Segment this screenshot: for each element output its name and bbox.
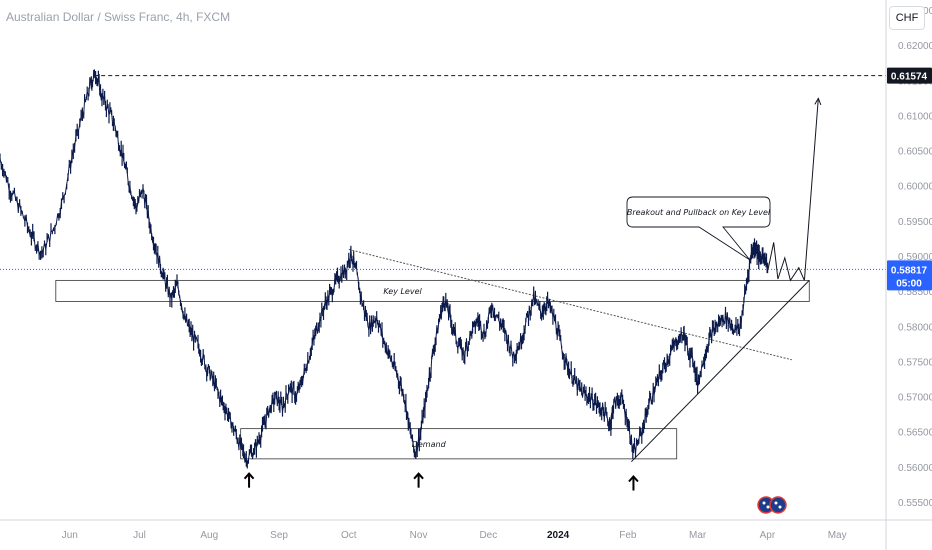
price-series xyxy=(0,69,769,469)
time-tick-label: Jun xyxy=(62,530,78,541)
price-tick-label: 0.59500 xyxy=(898,217,932,228)
callout-bubble xyxy=(626,196,771,261)
demand-zone-box xyxy=(240,428,678,460)
current-price-badge xyxy=(887,260,932,291)
time-tick-label: Mar xyxy=(689,530,707,541)
flag-star-icon xyxy=(778,505,782,509)
flag-icon xyxy=(769,496,787,514)
resistance-badge-label: 0.61574 xyxy=(891,72,928,83)
price-line xyxy=(0,70,769,465)
ascending-trendline xyxy=(631,280,810,463)
price-tick-label: 0.55500 xyxy=(898,498,932,509)
currency-button[interactable]: CHF xyxy=(889,6,925,30)
descending-trendline xyxy=(348,248,792,361)
flag-star-icon xyxy=(766,505,770,509)
time-tick-label: Nov xyxy=(410,530,428,541)
time-tick-label: Apr xyxy=(760,530,776,541)
zones-layer xyxy=(55,279,810,460)
price-badges: 0.61574 0.58817 05:00 xyxy=(887,67,932,291)
flag-star-icon xyxy=(762,501,766,505)
key-level-zone-box xyxy=(55,279,810,302)
flag-star-icon xyxy=(774,501,778,505)
up-arrow-head xyxy=(628,474,639,483)
price-tick-label: 0.56500 xyxy=(898,428,932,439)
drawings-layer xyxy=(94,75,886,463)
time-tick-label: Aug xyxy=(200,530,218,541)
key-level-zone-label: Key Level xyxy=(383,287,422,296)
symbol-title: Australian Dollar / Swiss Franc, 4h, FXC… xyxy=(6,10,231,24)
price-tick-label: 0.61000 xyxy=(898,111,932,122)
price-tick-label: 0.56000 xyxy=(898,463,932,474)
time-tick-label: Feb xyxy=(619,530,637,541)
price-tick-label: 0.58000 xyxy=(898,322,932,333)
projection-path xyxy=(767,98,819,282)
price-tick-label: 0.58500 xyxy=(898,287,932,298)
price-tick-label: 0.60500 xyxy=(898,147,932,158)
current-price-label: 0.58817 xyxy=(891,265,928,276)
callout-text: Breakout and Pullback on Key Level xyxy=(627,208,771,217)
price-tick-label: 0.62000 xyxy=(898,41,932,52)
annotations-layer: Key Level Demand Breakout and Pullback on … xyxy=(243,97,822,514)
up-arrow-head xyxy=(243,472,255,480)
time-tick-label: Dec xyxy=(479,530,497,541)
resistance-badge xyxy=(887,67,932,84)
price-tick-label: 0.57500 xyxy=(898,357,932,368)
up-arrow-head xyxy=(413,472,424,480)
time-tick-label: 2024 xyxy=(547,530,570,541)
price-tick-label: 0.57000 xyxy=(898,393,932,404)
time-tick-label: Jul xyxy=(133,530,146,541)
time-tick-label: May xyxy=(828,530,847,541)
time-axis[interactable]: Jun Jul Aug Sep Oct Nov Dec 2024 Feb Mar Apr May xyxy=(0,519,932,541)
price-tick-label: 0.59000 xyxy=(898,252,932,263)
price-tick-label: 0.60000 xyxy=(898,182,932,193)
projection-arrowhead xyxy=(814,97,822,106)
time-tick-label: Sep xyxy=(270,530,288,541)
demand-zone-label: Demand xyxy=(412,440,447,449)
countdown-label: 05:00 xyxy=(896,278,922,289)
time-tick-label: Oct xyxy=(341,530,357,541)
